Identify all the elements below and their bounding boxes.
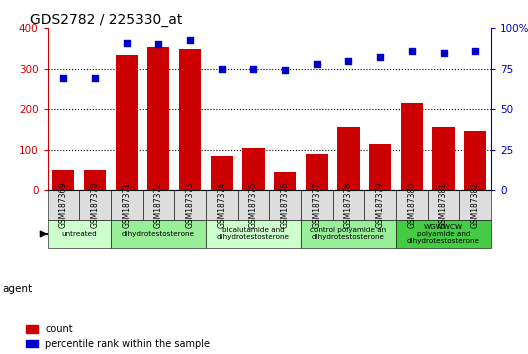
Point bbox=[344, 58, 353, 63]
Bar bbox=[306, 154, 328, 190]
Text: GSM187372: GSM187372 bbox=[154, 182, 163, 228]
Bar bbox=[369, 144, 391, 190]
Point bbox=[376, 55, 384, 60]
Text: agent: agent bbox=[3, 284, 33, 293]
Point bbox=[281, 68, 289, 73]
Bar bbox=[301, 190, 333, 220]
Bar bbox=[147, 46, 169, 190]
Bar bbox=[111, 190, 143, 220]
Text: GSM187370: GSM187370 bbox=[90, 182, 100, 228]
Text: GSM187375: GSM187375 bbox=[249, 182, 258, 228]
Bar bbox=[79, 190, 111, 220]
Bar bbox=[242, 148, 265, 190]
Bar bbox=[48, 190, 79, 220]
Bar bbox=[333, 190, 364, 220]
Text: GSM187374: GSM187374 bbox=[217, 182, 227, 228]
Bar bbox=[459, 190, 491, 220]
Bar bbox=[432, 127, 455, 190]
Bar bbox=[174, 190, 206, 220]
Text: control polyamide an
dihydrotestosterone: control polyamide an dihydrotestosterone bbox=[310, 227, 386, 240]
Bar bbox=[206, 190, 238, 220]
Bar bbox=[364, 190, 396, 220]
Point bbox=[313, 61, 321, 67]
Bar bbox=[143, 190, 174, 220]
Text: GSM187369: GSM187369 bbox=[59, 182, 68, 228]
Bar bbox=[48, 220, 111, 248]
Point bbox=[91, 76, 99, 81]
Bar bbox=[206, 220, 301, 248]
Bar bbox=[238, 190, 269, 220]
Text: GSM187381: GSM187381 bbox=[439, 182, 448, 228]
Text: untreated: untreated bbox=[61, 231, 97, 237]
Point bbox=[122, 40, 131, 46]
Text: GSM187376: GSM187376 bbox=[280, 182, 290, 228]
Bar bbox=[179, 48, 201, 190]
Bar bbox=[211, 156, 233, 190]
Point bbox=[249, 66, 258, 72]
Point bbox=[471, 48, 479, 54]
Point bbox=[439, 50, 448, 56]
Text: GSM187373: GSM187373 bbox=[185, 182, 195, 228]
Text: GSM187371: GSM187371 bbox=[122, 182, 131, 228]
Text: GSM187378: GSM187378 bbox=[344, 182, 353, 228]
Bar bbox=[464, 131, 486, 190]
Point bbox=[218, 66, 226, 72]
Bar bbox=[116, 55, 138, 190]
Text: bicalutamide and
dihydrotestosterone: bicalutamide and dihydrotestosterone bbox=[217, 227, 290, 240]
Point bbox=[186, 37, 194, 42]
Bar bbox=[301, 220, 396, 248]
Bar bbox=[396, 220, 491, 248]
Bar bbox=[428, 190, 459, 220]
Bar bbox=[111, 220, 206, 248]
Legend: count, percentile rank within the sample: count, percentile rank within the sample bbox=[26, 324, 211, 349]
Bar bbox=[269, 190, 301, 220]
Bar bbox=[52, 170, 74, 190]
Text: dihydrotestosterone: dihydrotestosterone bbox=[122, 231, 195, 237]
Bar bbox=[274, 172, 296, 190]
Bar bbox=[84, 170, 106, 190]
Bar bbox=[396, 190, 428, 220]
Point bbox=[59, 76, 68, 81]
Text: GDS2782 / 225330_at: GDS2782 / 225330_at bbox=[30, 13, 182, 27]
Text: GSM187377: GSM187377 bbox=[312, 182, 322, 228]
Text: WGWWCW
polyamide and
dihydrotestosterone: WGWWCW polyamide and dihydrotestosterone bbox=[407, 224, 480, 244]
Text: GSM187379: GSM187379 bbox=[375, 182, 385, 228]
Point bbox=[154, 42, 163, 47]
Bar bbox=[337, 127, 360, 190]
Text: GSM187382: GSM187382 bbox=[470, 182, 480, 228]
Text: GSM187380: GSM187380 bbox=[407, 182, 417, 228]
Bar bbox=[401, 103, 423, 190]
Point bbox=[408, 48, 416, 54]
